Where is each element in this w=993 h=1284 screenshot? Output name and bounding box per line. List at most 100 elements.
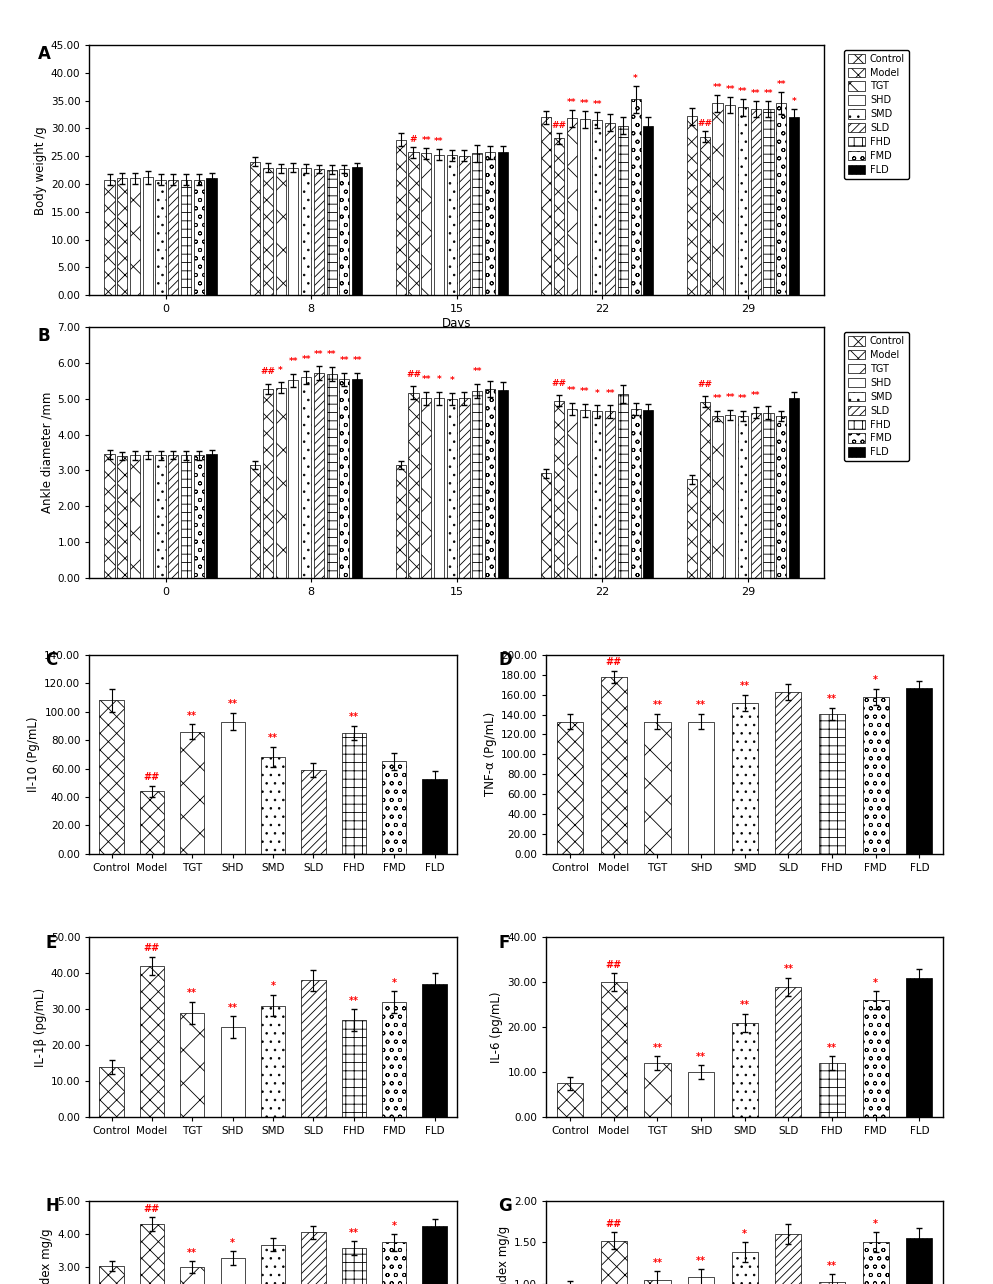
Bar [220, 1258, 245, 1284]
Bar [99, 1266, 124, 1284]
Text: **: ** [713, 394, 722, 403]
Bar [301, 168, 311, 295]
Bar [382, 1242, 406, 1284]
Text: G: G [498, 1197, 512, 1215]
Bar [593, 411, 603, 578]
Bar [250, 465, 260, 578]
Bar [580, 411, 590, 578]
Bar [732, 1252, 758, 1284]
Text: F: F [498, 933, 509, 951]
Text: **: ** [349, 995, 358, 1005]
Bar [220, 722, 245, 854]
Text: ##: ## [144, 772, 160, 782]
Text: **: ** [434, 137, 444, 146]
Bar [288, 380, 299, 578]
Text: *: * [270, 981, 276, 991]
Text: **: ** [188, 710, 198, 720]
Bar [473, 392, 483, 578]
Bar [261, 1005, 285, 1117]
Text: ##: ## [606, 657, 622, 666]
Bar [688, 1278, 714, 1284]
Bar [593, 119, 603, 295]
Bar [541, 474, 551, 578]
Text: **: ** [301, 354, 311, 363]
Bar [712, 416, 723, 578]
Bar [738, 108, 748, 295]
Bar [725, 415, 735, 578]
Bar [99, 1067, 124, 1117]
Text: **: ** [696, 1052, 706, 1062]
Bar [117, 178, 127, 295]
Bar [314, 374, 324, 578]
Bar [130, 456, 140, 578]
Bar [907, 1238, 932, 1284]
Bar [601, 1240, 627, 1284]
Y-axis label: Il-10 (Pg/mL): Il-10 (Pg/mL) [27, 716, 40, 792]
Bar [276, 388, 286, 578]
Bar [340, 169, 350, 295]
Text: *: * [437, 375, 441, 384]
Legend: Control, Model, TGT, SHD, SMD, SLD, FHD, FMD, FLD: Control, Model, TGT, SHD, SMD, SLD, FHD,… [844, 50, 909, 178]
Bar [644, 1280, 670, 1284]
Text: E: E [46, 933, 57, 951]
Text: **: ** [827, 1043, 837, 1053]
X-axis label: Days: Days [442, 317, 472, 330]
Bar [554, 401, 564, 578]
Bar [643, 126, 653, 295]
Bar [605, 411, 615, 578]
Text: **: ** [314, 349, 324, 358]
Y-axis label: IL-6 (pg/mL): IL-6 (pg/mL) [491, 991, 503, 1063]
Bar [601, 677, 627, 854]
Bar [712, 103, 723, 295]
Text: *: * [634, 73, 638, 82]
Text: **: ** [696, 1256, 706, 1266]
Bar [168, 455, 179, 578]
Text: ##: ## [552, 121, 567, 130]
Text: ##: ## [606, 1219, 622, 1229]
Bar [194, 180, 204, 295]
Bar [288, 168, 299, 295]
Text: **: ** [188, 1248, 198, 1258]
Bar [688, 1072, 714, 1117]
Text: **: ** [696, 700, 706, 710]
Text: ##: ## [552, 379, 567, 388]
Y-axis label: Spleen index mg/g: Spleen index mg/g [40, 1229, 54, 1284]
Bar [567, 118, 577, 295]
Text: **: ** [652, 1043, 662, 1053]
Bar [541, 117, 551, 295]
Y-axis label: TNF-α (Pg/mL): TNF-α (Pg/mL) [484, 713, 496, 796]
Bar [301, 1233, 326, 1284]
Bar [819, 1283, 845, 1284]
Bar [422, 984, 447, 1117]
Text: **: ** [421, 375, 431, 384]
Text: **: ** [751, 390, 761, 399]
Bar [408, 153, 418, 295]
Bar [140, 791, 164, 854]
Bar [605, 123, 615, 295]
Bar [687, 116, 697, 295]
Text: **: ** [740, 681, 750, 691]
Bar [382, 761, 406, 854]
Bar [263, 389, 273, 578]
Bar [819, 1063, 845, 1117]
Text: **: ** [751, 89, 761, 98]
Text: **: ** [567, 386, 577, 395]
Y-axis label: IL-1β (pg/mL): IL-1β (pg/mL) [34, 987, 47, 1067]
Bar [301, 770, 326, 854]
Bar [422, 778, 447, 854]
Text: **: ** [580, 99, 590, 108]
Text: D: D [498, 651, 512, 669]
Bar [156, 180, 166, 295]
Text: **: ** [567, 98, 577, 107]
Text: *: * [450, 376, 454, 385]
Bar [447, 155, 457, 295]
Text: *: * [873, 674, 878, 684]
Bar [776, 1234, 801, 1284]
Bar [104, 455, 114, 578]
Bar [687, 479, 697, 578]
Bar [353, 379, 362, 578]
Bar [207, 178, 216, 295]
Bar [460, 155, 470, 295]
Bar [181, 456, 191, 578]
Bar [732, 702, 758, 854]
